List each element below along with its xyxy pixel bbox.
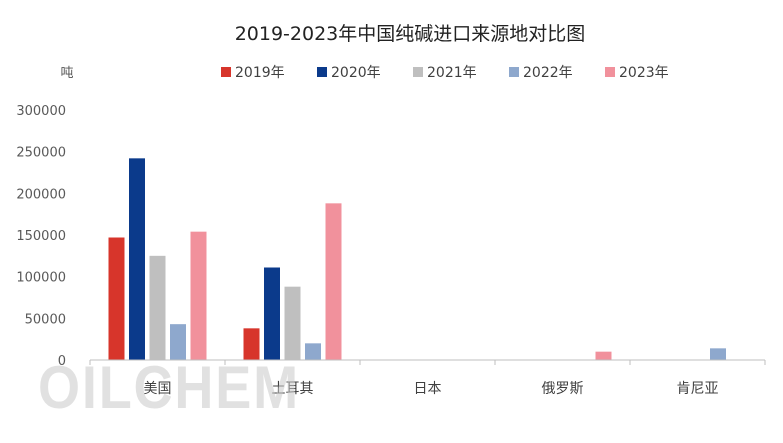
bar bbox=[129, 158, 145, 360]
y-tick-label: 150000 bbox=[16, 229, 66, 244]
chart-title: 2019-2023年中国纯碱进口来源地对比图 bbox=[235, 23, 586, 45]
bars bbox=[108, 158, 726, 360]
bar bbox=[190, 231, 207, 360]
bar bbox=[595, 351, 612, 360]
y-tick-label: 300000 bbox=[16, 104, 66, 119]
bar bbox=[243, 328, 260, 360]
bar bbox=[710, 348, 726, 360]
y-tick-label: 100000 bbox=[16, 271, 66, 286]
y-tick-label: 0 bbox=[58, 354, 66, 369]
legend-swatch bbox=[413, 67, 423, 77]
y-axis-ticks: 0 50000 100000 150000 200000 250000 300000 bbox=[16, 104, 66, 369]
bar bbox=[170, 324, 186, 360]
category-label: 肯尼亚 bbox=[677, 381, 719, 397]
x-axis-ticks bbox=[89, 360, 766, 365]
legend-label: 2019年 bbox=[235, 65, 285, 81]
bar bbox=[264, 267, 280, 360]
bar bbox=[305, 343, 321, 360]
legend-swatch bbox=[509, 67, 519, 77]
legend-label: 2021年 bbox=[427, 65, 477, 81]
category-labels: 美国 土耳其 日本 俄罗斯 肯尼亚 bbox=[144, 381, 719, 397]
bar bbox=[325, 203, 342, 360]
watermark-logo: OILCHEM bbox=[38, 354, 300, 421]
y-tick-label: 200000 bbox=[16, 187, 66, 202]
bar bbox=[149, 255, 166, 360]
y-axis-unit: 吨 bbox=[60, 66, 73, 81]
legend: 2019年 2020年 2021年 2022年 2023年 bbox=[221, 65, 669, 81]
bar bbox=[108, 237, 125, 360]
category-label: 日本 bbox=[414, 381, 442, 397]
y-tick-label: 50000 bbox=[25, 312, 66, 327]
category-label: 土耳其 bbox=[272, 381, 314, 397]
category-label: 美国 bbox=[144, 381, 172, 397]
y-tick-label: 250000 bbox=[16, 146, 66, 161]
legend-swatch bbox=[317, 67, 327, 77]
category-label: 俄罗斯 bbox=[542, 381, 584, 397]
legend-swatch bbox=[221, 67, 231, 77]
legend-label: 2023年 bbox=[619, 65, 669, 81]
legend-label: 2022年 bbox=[523, 65, 573, 81]
legend-swatch bbox=[605, 67, 615, 77]
legend-label: 2020年 bbox=[331, 65, 381, 81]
bar bbox=[284, 286, 301, 360]
